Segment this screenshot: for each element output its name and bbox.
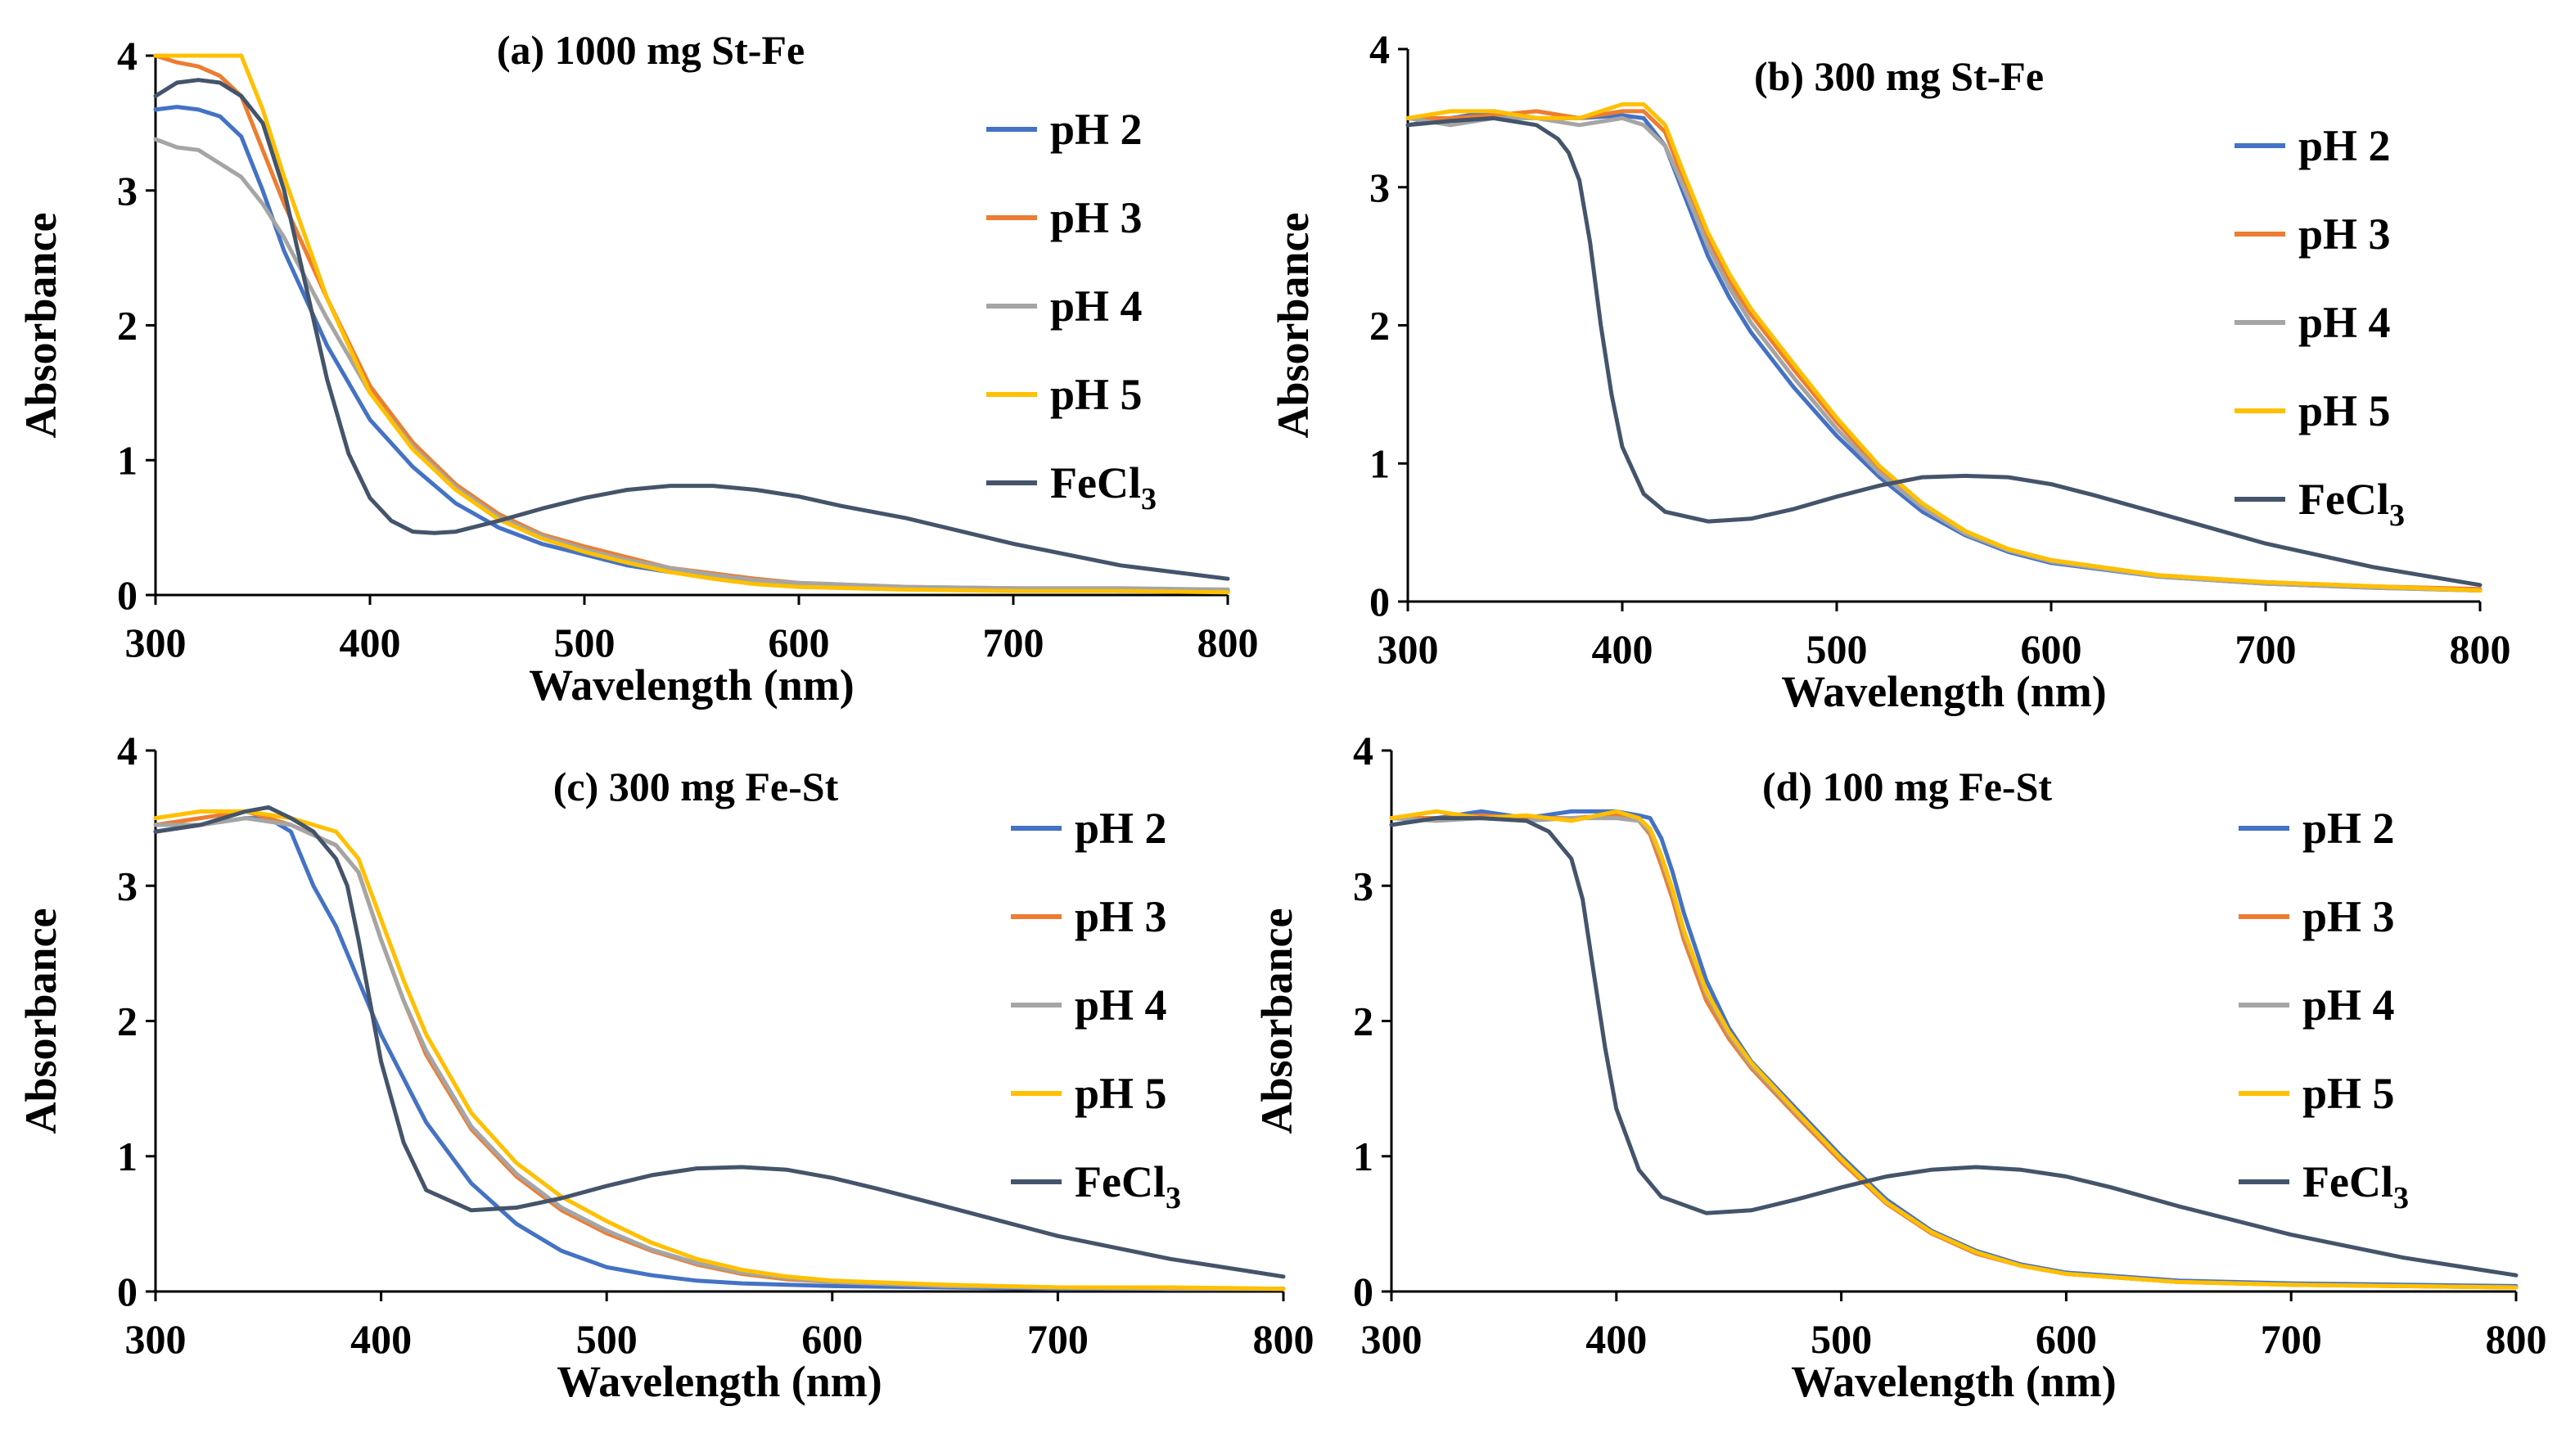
y-tick-label: 1: [1353, 1134, 1373, 1179]
legend-label: pH 2: [1075, 804, 1167, 853]
legend-label: pH 4: [2298, 298, 2391, 347]
legend-label: pH 5: [1075, 1069, 1167, 1118]
x-tick-label: 400: [1585, 1316, 1647, 1362]
series-line-ph-5: [1389, 809, 2519, 1290]
legend-label: pH 2: [1050, 105, 1143, 154]
chart-title: (c) 300 mg Fe-St: [553, 764, 839, 809]
x-tick-label: 700: [2261, 1316, 2322, 1362]
legend-label: pH 5: [1050, 370, 1143, 419]
series-line-fecl3: [153, 805, 1286, 1279]
x-tick-label: 800: [2450, 626, 2511, 672]
y-tick-label: 0: [1369, 579, 1390, 624]
y-tick-label: 3: [117, 863, 138, 908]
legend-label: FeCl3: [2298, 475, 2405, 533]
y-axis-label: Absorbance: [1269, 212, 1318, 438]
x-tick-label: 800: [1197, 620, 1259, 665]
legend-label: FeCl3: [1075, 1157, 1181, 1215]
y-tick-label: 3: [117, 168, 138, 214]
y-tick-label: 0: [117, 572, 138, 618]
legend-label: pH 5: [2298, 386, 2391, 435]
chart-panel-4: 0 1 2 3 4 300 400 500 600 700 800 Wavelength (nm) Ab…: [1252, 728, 2547, 1406]
x-tick-label: 600: [801, 1316, 863, 1362]
legend-label: FeCl3: [2302, 1157, 2409, 1215]
legend-label: FeCl3: [1050, 458, 1157, 516]
y-tick-label: 2: [1369, 303, 1390, 349]
legend-label: pH 4: [1075, 980, 1167, 1030]
y-tick-label: 3: [1353, 863, 1373, 908]
x-tick-label: 800: [2486, 1316, 2547, 1362]
x-tick-label: 300: [125, 1316, 187, 1362]
chart-title: (a) 1000 mg St-Fe: [497, 27, 805, 73]
series-line-ph-2: [153, 816, 1286, 1291]
y-tick-label: 0: [117, 1269, 138, 1314]
x-tick-label: 400: [340, 620, 401, 665]
x-tick-label: 700: [983, 620, 1044, 665]
legend-label-subscript: 3: [1141, 482, 1157, 516]
x-tick-label: 400: [1592, 626, 1653, 672]
legend-label: pH 3: [2298, 210, 2391, 259]
x-tick-label: 700: [2235, 626, 2297, 672]
chart-panel-2: 0 1 2 3 4 300 400 500 600 700 800 Wavelength (nm) Ab…: [1269, 26, 2511, 716]
y-tick-label: 4: [117, 728, 138, 773]
x-axis-label: Wavelength (nm): [529, 660, 855, 710]
x-tick-label: 500: [554, 620, 616, 665]
x-tick-label: 600: [769, 620, 830, 665]
x-tick-label: 500: [576, 1316, 638, 1362]
y-tick-label: 1: [117, 1134, 138, 1179]
x-tick-label: 300: [1361, 1316, 1423, 1362]
chart-title: (d) 100 mg Fe-St: [1762, 764, 2052, 809]
legend-label: pH 2: [2298, 121, 2391, 170]
y-axis-label: Absorbance: [16, 212, 65, 438]
legend-label: pH 3: [2302, 892, 2395, 941]
x-axis-label: Wavelength (nm): [1781, 667, 2107, 716]
y-tick-label: 0: [1353, 1269, 1373, 1314]
y-tick-label: 2: [1353, 998, 1373, 1044]
chart-panel-1: 0 1 2 3 4 300 400 500 600 700 800 Wavelength (nm) Ab…: [16, 27, 1259, 710]
legend-label: pH 4: [2302, 980, 2395, 1030]
legend-label: pH 2: [2302, 804, 2395, 853]
y-axis-label: Absorbance: [16, 908, 65, 1134]
series-line-fecl3: [153, 78, 1230, 581]
chart-panel-3: 0 1 2 3 4 300 400 500 600 700 800 Wavelength (nm) Ab…: [16, 728, 1315, 1406]
series-line-ph-4: [153, 137, 1230, 592]
legend-label-subscript: 3: [2389, 498, 2405, 533]
series-line-fecl3: [1389, 816, 2519, 1278]
chart-title: (b) 300 mg St-Fe: [1754, 53, 2044, 99]
x-tick-label: 800: [1253, 1316, 1315, 1362]
x-axis-label: Wavelength (nm): [557, 1357, 882, 1406]
y-tick-label: 1: [1369, 440, 1390, 486]
y-tick-label: 4: [1369, 26, 1390, 72]
y-tick-label: 2: [117, 998, 138, 1044]
x-tick-label: 700: [1027, 1316, 1089, 1362]
x-tick-label: 400: [350, 1316, 412, 1362]
legend-label: pH 3: [1075, 892, 1167, 941]
legend-label: pH 3: [1050, 193, 1143, 242]
series-line-ph-5: [1405, 102, 2483, 593]
y-tick-label: 1: [117, 437, 138, 483]
y-tick-label: 2: [117, 303, 138, 349]
y-tick-label: 3: [1369, 165, 1390, 210]
legend-label-subscript: 3: [2393, 1181, 2409, 1215]
x-tick-label: 500: [1811, 1316, 1872, 1362]
series-line-ph-5: [153, 809, 1286, 1291]
x-tick-label: 300: [1378, 626, 1439, 672]
x-tick-label: 600: [2036, 1316, 2097, 1362]
y-axis-label: Absorbance: [1252, 908, 1301, 1134]
x-tick-label: 600: [2021, 626, 2082, 672]
legend-label: pH 5: [2302, 1069, 2395, 1118]
y-tick-label: 4: [117, 33, 138, 79]
series-line-fecl3: [1405, 115, 2483, 588]
x-tick-label: 500: [1806, 626, 1868, 672]
legend-label: pH 4: [1050, 282, 1143, 331]
y-tick-label: 4: [1353, 728, 1373, 773]
legend-label-subscript: 3: [1166, 1181, 1181, 1215]
x-axis-label: Wavelength (nm): [1791, 1357, 2117, 1406]
x-tick-label: 300: [125, 620, 187, 665]
